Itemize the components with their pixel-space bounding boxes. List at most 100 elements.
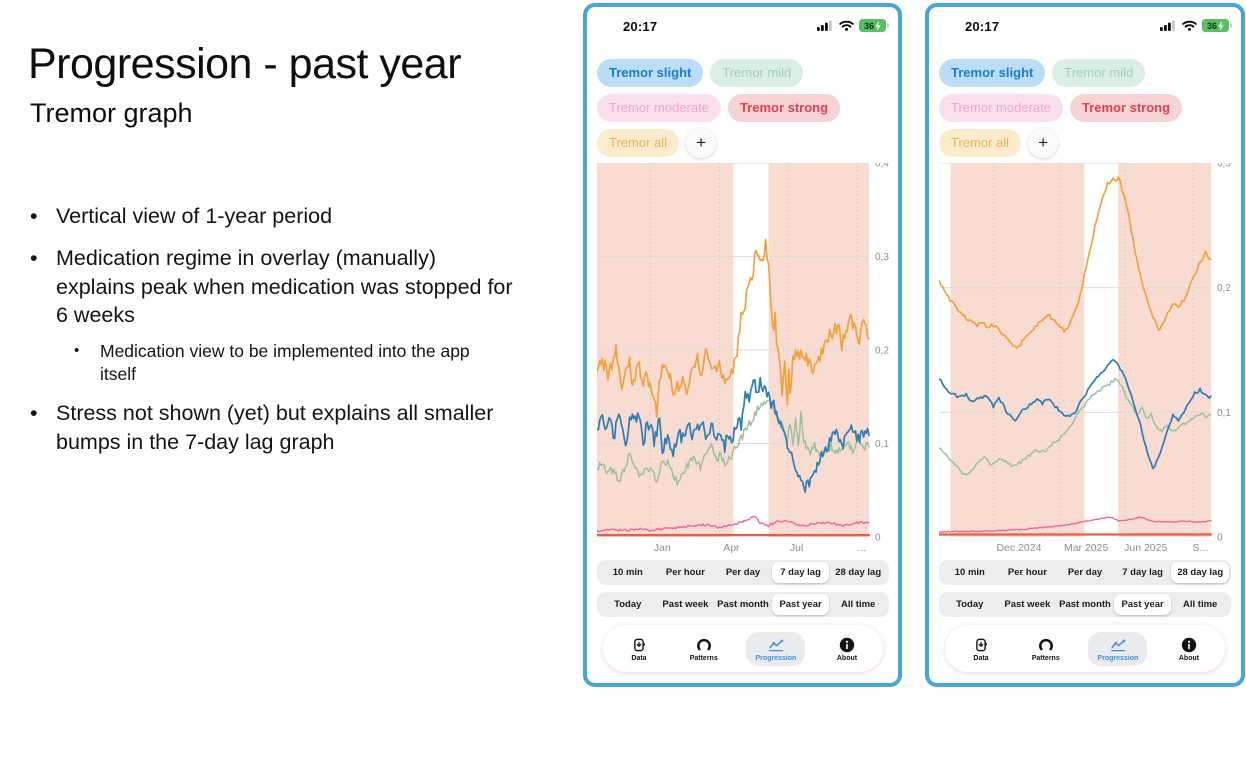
chart-28-day-lag: 0,3 0,2 0,1 0 Dec 2024 Mar 2025 Jun 2025 S... — [937, 159, 1231, 554]
tab-data[interactable]: Data — [959, 632, 1003, 666]
range-option-past-week[interactable]: Past week — [1004, 599, 1051, 610]
tab-bar: Data Patterns Progression About — [603, 625, 883, 672]
chip-tremor-strong[interactable]: Tremor strong — [1069, 94, 1183, 122]
range-option-past-year[interactable]: Past year — [771, 594, 830, 615]
patterns-arc-icon — [1037, 636, 1055, 654]
chip-tremor-all[interactable]: Tremor all — [597, 129, 680, 157]
charging-bolt-icon — [875, 20, 881, 31]
tab-progression[interactable]: Progression — [746, 631, 806, 666]
y-axis-tick-label: 0 — [1217, 533, 1223, 544]
tab-patterns[interactable]: Patterns — [1023, 632, 1069, 666]
tab-label: About — [1178, 654, 1200, 662]
series-line-tremor-all — [938, 176, 1212, 349]
aggregation-option-28-day-lag[interactable]: 28 day lag — [835, 567, 882, 578]
status-icons: 36 — [1160, 19, 1232, 32]
add-tremor-chip-button[interactable]: + — [1028, 128, 1059, 158]
y-axis-tick-label: 0,1 — [1217, 408, 1231, 419]
patterns-arc-icon — [695, 636, 713, 654]
x-axis-tick-label: Dec 2024 — [996, 542, 1041, 554]
time-range-control: Today Past week Past month Past year All tim… — [597, 592, 889, 617]
chip-tremor-moderate[interactable]: Tremor moderate — [939, 94, 1063, 122]
time-range-control: Today Past week Past month Past year All tim… — [939, 592, 1231, 617]
aggregation-option-28-day-lag[interactable]: 28 day lag — [1171, 562, 1229, 583]
series-line-tremor-slight — [596, 376, 870, 493]
phone-mockup-7-day-lag: 20:17 36 — [583, 3, 902, 687]
range-option-past-month[interactable]: Past month — [717, 599, 769, 610]
tab-bar: Data Patterns Progression About — [945, 625, 1225, 672]
series-line-tremor-mild — [938, 377, 1212, 476]
chip-tremor-all[interactable]: Tremor all — [939, 129, 1022, 157]
y-axis-tick-label: 0 — [875, 533, 881, 544]
phone-screen: 20:17 36 — [587, 7, 898, 683]
charging-bolt-icon — [1218, 20, 1224, 31]
chip-tremor-mild[interactable]: Tremor mild — [1052, 59, 1146, 87]
chip-tremor-strong[interactable]: Tremor strong — [727, 94, 841, 122]
tab-label: Progression — [1097, 654, 1139, 662]
about-info-icon — [838, 636, 856, 654]
battery-percent: 36 — [1206, 20, 1217, 31]
range-option-past-month[interactable]: Past month — [1059, 599, 1111, 610]
x-axis-tick-label: ... — [858, 542, 867, 554]
range-option-past-year[interactable]: Past year — [1113, 594, 1172, 615]
range-option-past-week[interactable]: Past week — [662, 599, 709, 610]
bullet-marker: • — [74, 342, 80, 360]
range-option-all-time[interactable]: All time — [1183, 599, 1218, 610]
bullet-marker: • — [30, 204, 38, 228]
status-time: 20:17 — [623, 19, 658, 34]
bullet-text: Vertical view of 1-year period — [56, 204, 333, 228]
tab-about[interactable]: About — [1167, 632, 1211, 666]
aggregation-option-per-day[interactable]: Per day — [1067, 567, 1103, 578]
phone-screen: 20:17 36 — [929, 7, 1241, 683]
series-line-tremor-all — [596, 238, 870, 418]
aggregation-option-10-min[interactable]: 10 min — [612, 567, 643, 578]
range-option-today[interactable]: Today — [956, 599, 984, 610]
progression-chart-icon — [767, 636, 785, 654]
tab-label: Data — [631, 654, 647, 662]
aggregation-option-7-day-lag[interactable]: 7 day lag — [771, 562, 830, 583]
y-axis-tick-label: 0,4 — [875, 163, 889, 170]
aggregation-option-10-min[interactable]: 10 min — [954, 567, 985, 578]
signal-strength-icon — [817, 20, 832, 31]
chip-tremor-mild[interactable]: Tremor mild — [710, 59, 804, 87]
add-tremor-chip-button[interactable]: + — [686, 128, 717, 158]
chart-7-day-lag: 0,4 0,3 0,2 0,1 0 Jan Apr Jul... — [595, 159, 889, 554]
chip-tremor-moderate[interactable]: Tremor moderate — [597, 94, 721, 122]
bullet-text: Medication regime in overlay (manually) … — [56, 245, 513, 328]
bullet-marker: • — [30, 245, 38, 270]
battery-percent: 36 — [863, 20, 874, 31]
phone-mockup-28-day-lag: 20:17 36 — [925, 3, 1245, 687]
tab-progression[interactable]: Progression — [1088, 631, 1148, 666]
y-axis-tick-label: 0,2 — [1217, 283, 1231, 294]
aggregation-option-per-hour[interactable]: Per hour — [1007, 567, 1047, 578]
chip-tremor-slight[interactable]: Tremor slight — [939, 59, 1046, 87]
status-bar: 20:17 36 — [929, 17, 1241, 37]
x-axis-tick-label: Apr — [723, 542, 740, 554]
tab-data[interactable]: Data — [617, 632, 661, 666]
status-bar: 20:17 36 — [587, 17, 898, 37]
battery-icon: 36 — [1202, 19, 1232, 32]
signal-strength-icon — [1160, 20, 1175, 31]
aggregation-option-per-hour[interactable]: Per hour — [665, 567, 705, 578]
bullet-subitem: • Medication view to be implemented into… — [74, 340, 540, 386]
wifi-icon — [839, 20, 854, 31]
watch-data-icon — [972, 636, 990, 654]
aggregation-control: 10 min Per hour Per day 7 day lag 28 day lag — [597, 560, 889, 585]
tremor-filter-chips: Tremor slight Tremor mild Tremor moderate T… — [597, 59, 893, 158]
aggregation-option-7-day-lag[interactable]: 7 day lag — [1122, 567, 1163, 578]
series-line-tremor-moderate — [938, 516, 1212, 534]
x-axis-tick-label: Jul — [790, 542, 803, 554]
bullet-list: • Vertical view of 1-year period • Medic… — [30, 202, 540, 470]
series-line-tremor-moderate — [596, 515, 870, 533]
progression-chart-icon — [1109, 636, 1127, 654]
battery-icon: 36 — [859, 19, 889, 32]
tab-about[interactable]: About — [825, 632, 869, 666]
range-option-today[interactable]: Today — [614, 599, 642, 610]
tremor-filter-chips: Tremor slight Tremor mild Tremor moderate T… — [939, 59, 1235, 158]
chip-tremor-slight[interactable]: Tremor slight — [597, 59, 704, 87]
tab-patterns[interactable]: Patterns — [681, 632, 727, 666]
y-axis-tick-label: 0,3 — [1217, 163, 1231, 170]
y-axis-tick-label: 0,2 — [875, 346, 889, 357]
range-option-all-time[interactable]: All time — [841, 599, 876, 610]
watch-data-icon — [630, 636, 648, 654]
aggregation-option-per-day[interactable]: Per day — [725, 567, 761, 578]
